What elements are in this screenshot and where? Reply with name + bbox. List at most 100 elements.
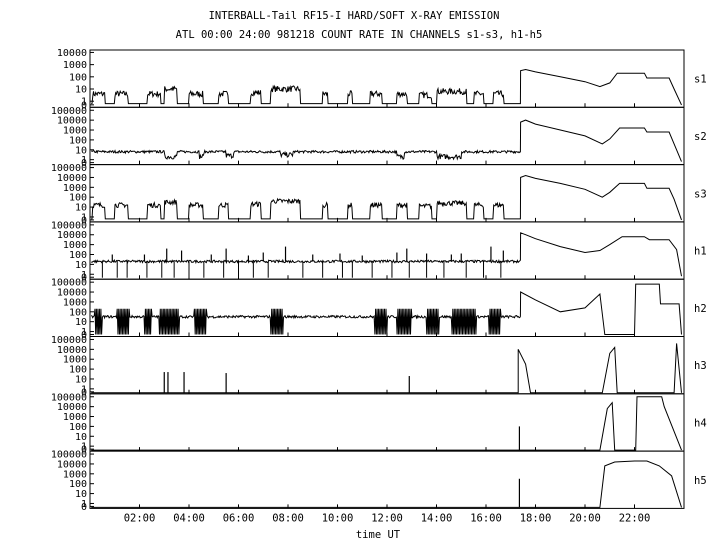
chart-subtitle: ATL 00:00 24:00 981218 COUNT RATE IN CHA…	[176, 29, 543, 41]
panels-group: 0110100100010000s10110100100010000100000…	[51, 48, 707, 513]
chart-title: INTERBALL-Tail RF15-I HARD/SOFT X-RAY EM…	[209, 10, 500, 22]
series-line-h2	[90, 283, 682, 335]
series-label-s1: s1	[694, 74, 707, 86]
series-label-h5: h5	[694, 475, 707, 487]
y-tick-label: 10000	[57, 116, 87, 127]
panel-frame	[89, 106, 685, 166]
x-tick-label: 12:00	[371, 512, 403, 524]
panel-frame	[89, 450, 685, 509]
y-tick-label: 1	[81, 155, 87, 166]
x-tick-label: 18:00	[520, 512, 552, 524]
series-line-s1	[91, 68, 682, 106]
y-tick-label: 100000	[51, 450, 87, 461]
y-tick-label: 1000	[63, 60, 87, 71]
panel-frame	[89, 221, 685, 280]
y-tick-label: 100	[69, 193, 87, 204]
y-tick-label: 100000	[51, 278, 87, 289]
x-tick-label: 02:00	[124, 512, 156, 524]
y-tick-label: 100000	[51, 163, 87, 174]
y-tick-label: 0	[81, 158, 87, 169]
y-tick-label: 10	[75, 489, 87, 500]
x-tick-label: 06:00	[223, 512, 255, 524]
y-tick-label: 10000	[57, 173, 87, 184]
y-tick-label: 10000	[57, 345, 87, 356]
series-line-h4	[91, 396, 682, 451]
x-axis: 02:00 04:00 06:00 08:00 10:00 12:00 14:00 16:00…	[124, 512, 651, 524]
panel-frame	[89, 336, 685, 395]
y-tick-label: 10	[75, 260, 87, 271]
series-label-s3: s3	[694, 188, 707, 200]
x-tick-label: 16:00	[470, 512, 502, 524]
y-tick-label: 0	[81, 502, 87, 513]
panel-frame	[89, 393, 685, 452]
y-tick-label: 1000	[63, 355, 87, 366]
panel-frame	[89, 49, 685, 108]
x-axis-label: time UT	[356, 529, 401, 541]
panel-frame	[89, 164, 685, 223]
series-line-h3	[91, 343, 682, 394]
y-tick-label: 100	[69, 72, 87, 83]
y-tick-label: 10000	[57, 48, 87, 59]
y-tick-label: 100	[69, 250, 87, 261]
x-tick-label: 22:00	[619, 512, 651, 524]
y-tick-label: 0	[81, 445, 87, 456]
series-label-h1: h1	[694, 246, 707, 258]
y-tick-label: 1000	[63, 297, 87, 308]
y-tick-label: 1000	[63, 412, 87, 423]
y-tick-label: 10	[75, 145, 87, 156]
y-tick-label: 10000	[57, 459, 87, 470]
y-tick-label: 10	[75, 317, 87, 328]
x-tick-label: 14:00	[421, 512, 453, 524]
y-tick-label: 1000	[63, 126, 87, 137]
y-tick-label: 1000	[63, 469, 87, 480]
series-label-s2: s2	[694, 131, 707, 143]
y-tick-label: 1	[81, 442, 87, 453]
y-tick-label: 100	[69, 365, 87, 376]
series-line-h5	[91, 460, 682, 508]
x-tick-label: 10:00	[322, 512, 354, 524]
y-tick-label: 100000	[51, 106, 87, 117]
y-tick-label: 10	[75, 203, 87, 214]
y-tick-label: 10	[75, 374, 87, 385]
y-tick-label: 1	[81, 97, 87, 108]
series-line-s2	[90, 119, 682, 162]
x-tick-label: 20:00	[569, 512, 601, 524]
y-tick-label: 1	[81, 499, 87, 510]
y-tick-label: 100000	[51, 392, 87, 403]
y-tick-label: 100	[69, 307, 87, 318]
series-line-h1	[90, 232, 682, 277]
y-tick-label: 10000	[57, 402, 87, 413]
y-tick-label: 100000	[51, 220, 87, 231]
x-tick-label: 04:00	[173, 512, 205, 524]
x-tick-label: 08:00	[272, 512, 304, 524]
series-label-h2: h2	[694, 303, 707, 315]
y-tick-label: 0	[81, 330, 87, 341]
y-tick-label: 100	[69, 479, 87, 490]
series-label-h3: h3	[694, 360, 707, 372]
y-tick-label: 100	[69, 422, 87, 433]
series-line-s3	[91, 174, 682, 221]
y-tick-label: 1	[81, 384, 87, 395]
y-tick-label: 0	[81, 387, 87, 398]
y-tick-label: 10000	[57, 288, 87, 299]
y-tick-label: 100	[69, 135, 87, 146]
y-tick-label: 1	[81, 270, 87, 281]
y-tick-label: 0	[81, 100, 87, 111]
y-tick-label: 1	[81, 327, 87, 338]
y-tick-label: 0	[81, 273, 87, 284]
y-tick-label: 10000	[57, 230, 87, 241]
y-tick-label: 1000	[63, 240, 87, 251]
y-tick-label: 10	[75, 432, 87, 443]
y-tick-label: 1000	[63, 183, 87, 194]
series-label-h4: h4	[694, 417, 707, 429]
y-tick-label: 1	[81, 212, 87, 223]
